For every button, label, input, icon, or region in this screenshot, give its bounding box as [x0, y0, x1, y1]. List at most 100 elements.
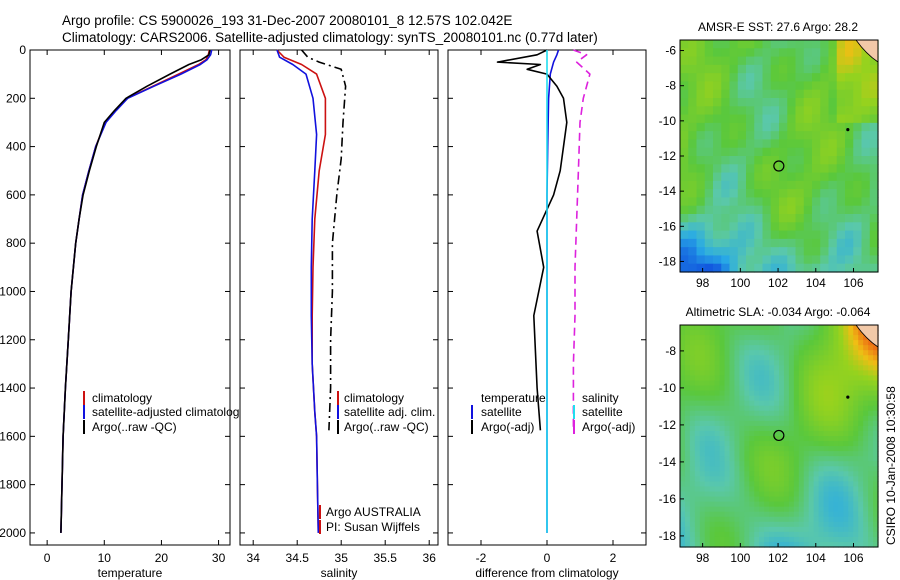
map-cell — [828, 395, 835, 402]
map-cell — [808, 526, 815, 533]
map-cell — [803, 486, 810, 493]
map-cell — [845, 73, 854, 83]
map-cell — [843, 385, 849, 392]
map-cell — [689, 466, 696, 472]
series-line-temperature-argo-adj- — [496, 49, 568, 431]
map-cell — [798, 461, 805, 467]
map-cell — [868, 405, 874, 412]
map-cell — [704, 73, 714, 83]
map-cell — [724, 380, 731, 387]
map-cell — [754, 441, 760, 447]
map-cell — [818, 536, 825, 543]
map-cell — [863, 536, 869, 543]
map-cell — [684, 461, 691, 467]
map-cell — [729, 139, 739, 149]
map-cell — [714, 511, 721, 518]
map-cell — [689, 501, 696, 508]
map-cell — [734, 501, 740, 508]
map-cell — [836, 73, 846, 83]
map-cell — [734, 335, 740, 341]
map-cell — [858, 330, 864, 336]
map-cell — [764, 521, 770, 528]
map-cell — [858, 335, 864, 341]
map-cell — [783, 430, 790, 437]
map-cell — [823, 521, 830, 528]
map-cell — [788, 436, 795, 442]
temperature-series — [60, 49, 213, 533]
map-cell — [721, 238, 731, 248]
map-cell — [689, 486, 696, 493]
map-cell — [689, 360, 696, 366]
map-cell — [714, 370, 721, 377]
map-cell — [680, 430, 686, 437]
map-cell — [873, 380, 879, 387]
map-cell — [869, 247, 879, 257]
map-cell — [873, 441, 879, 447]
map-cell — [798, 355, 805, 361]
map-cell — [873, 451, 879, 457]
map-cell — [828, 466, 835, 472]
map-cell — [783, 375, 790, 382]
map-cell — [848, 420, 854, 427]
map-cell — [828, 263, 838, 273]
map-cell — [749, 436, 755, 442]
map-cell — [828, 345, 835, 351]
map-cell — [744, 486, 750, 493]
map-cell — [843, 536, 849, 543]
map-cell — [779, 526, 785, 533]
map-cell — [762, 222, 772, 232]
map-cell — [749, 405, 755, 412]
map-cell — [699, 496, 706, 503]
map-cell — [838, 456, 844, 462]
map-cell — [724, 420, 731, 427]
map-cell — [754, 147, 764, 157]
map-cell — [762, 230, 772, 240]
map-cell — [828, 255, 838, 265]
map-cell — [737, 122, 747, 132]
map-cell — [739, 350, 745, 356]
map-cell — [779, 496, 785, 503]
map-cell — [749, 526, 755, 533]
map-cell — [853, 189, 863, 199]
map-cell — [721, 40, 731, 49]
map-cell — [779, 461, 785, 467]
map-cell — [754, 486, 760, 493]
map-cell — [744, 516, 750, 523]
map-cell — [696, 56, 706, 66]
map-cell — [769, 441, 775, 447]
map-cell — [845, 164, 854, 174]
map-cell — [719, 511, 726, 518]
map-cell — [759, 436, 765, 442]
map-cell — [769, 466, 775, 472]
map-cell — [848, 415, 854, 422]
map-cell — [724, 441, 731, 447]
map-cell — [803, 197, 813, 207]
map-cell — [836, 164, 846, 174]
map-cell — [788, 350, 795, 356]
map-cell — [680, 436, 686, 442]
map-cell — [838, 531, 844, 538]
y-tick-label: 600 — [6, 188, 26, 202]
map-cell — [754, 98, 764, 107]
map-cell — [863, 360, 869, 366]
map-cell — [714, 496, 721, 503]
map-cell — [828, 106, 838, 116]
map-cell — [833, 461, 839, 467]
map-cell — [848, 385, 854, 392]
map-cell — [759, 395, 765, 402]
map-cell — [694, 405, 701, 412]
map-cell — [861, 247, 871, 257]
map-cell — [744, 451, 750, 457]
map-cell — [853, 131, 863, 141]
map-cell — [744, 541, 750, 548]
map-cell — [863, 511, 869, 518]
map-cell — [759, 441, 765, 447]
map-cell — [853, 365, 859, 372]
map-cell — [764, 350, 770, 356]
map-cell — [689, 441, 696, 447]
map-cell — [813, 350, 820, 356]
map-cell — [812, 114, 821, 124]
map-cell — [788, 516, 795, 523]
map-cell — [803, 405, 810, 412]
map-cell — [759, 501, 765, 508]
